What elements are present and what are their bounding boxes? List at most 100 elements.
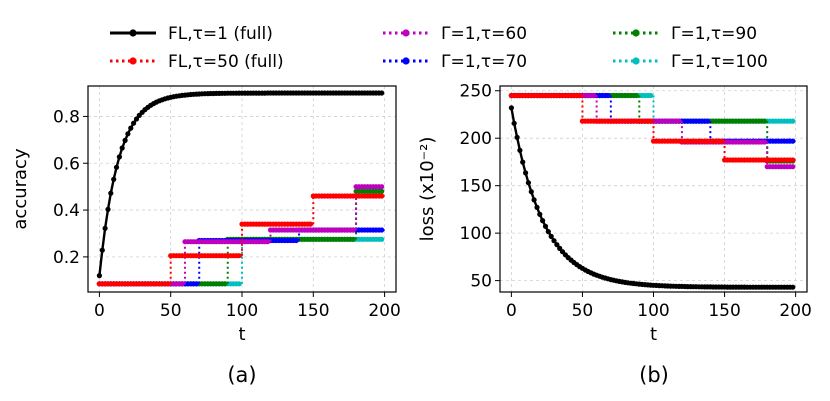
data-point [676,118,682,124]
y-axis-label: loss (x10⁻²) [417,137,438,242]
data-point [379,90,385,96]
data-point [265,239,271,245]
legend-swatch-marker [402,57,410,65]
data-point [193,281,199,287]
data-point [545,229,551,235]
y-axis: 0.2 0.4 0.6 0.8 [53,107,88,268]
y-tick-label: 100 [460,224,492,244]
legend-label: FL,τ=50 (full) [168,52,284,72]
data-point [511,120,517,126]
data-point [537,211,543,217]
data-point [761,118,768,124]
data-point [542,223,549,229]
series-group [96,90,385,287]
legend-entry-1-100: Γ=1,τ=100 [613,52,768,72]
data-point [605,92,611,99]
series-1-100 [96,236,385,287]
data-point [379,193,385,199]
data-point [131,120,137,126]
x-tick-label: 200 [779,301,811,321]
x-axis: 0 50 100 150 200 [506,292,812,321]
data-point [293,237,299,244]
data-point [551,238,557,244]
y-tick-label: 250 [460,82,492,102]
data-point [113,164,120,170]
data-point [761,139,768,145]
data-point [554,242,560,248]
loss-chart: 0 50 100 150 200 50 100 150 200 250 t loss (x10⁻²) (… [417,82,812,387]
data-point [523,170,529,176]
legend-label: FL,τ=1 (full) [168,24,273,44]
x-tick-label: 150 [297,301,329,321]
x-tick-label: 100 [226,301,258,321]
legend-swatch-marker [129,29,137,37]
data-point [128,125,134,131]
grid [500,86,807,292]
data-point [379,227,385,233]
series-fl-50-full [508,92,796,163]
legend-label: Γ=1,τ=60 [441,24,527,44]
series-group [508,92,796,290]
legend-entry-fl-50-full: FL,τ=50 (full) [110,52,284,72]
y-axis: 50 100 150 200 250 [460,82,500,292]
data-point [350,236,356,242]
data-point [790,157,796,163]
x-tick-label: 50 [572,301,594,321]
x-tick-label: 200 [368,301,400,321]
legend-swatch-marker [632,29,640,37]
x-tick-label: 100 [637,301,669,321]
grid [88,86,396,292]
series-fl-1-full [96,90,385,279]
series-fl-1-full [508,105,796,290]
legend-swatch-marker [632,57,640,65]
series-1-60 [96,184,385,287]
data-point [577,92,583,99]
x-axis-label: t [238,324,245,345]
legend-swatch-marker [402,29,410,37]
legend-swatch-marker [129,57,137,65]
panel-caption: (a) [227,363,256,387]
legend: FL,τ=1 (full) FL,τ=50 (full) Γ=1,τ=60 Γ=1,τ… [110,24,768,72]
data-point [111,176,117,182]
legend-label: Γ=1,τ=100 [671,52,768,72]
legend-label: Γ=1,τ=70 [441,52,527,72]
y-tick-label: 0.4 [53,201,80,221]
data-point [222,281,228,287]
panel-caption: (b) [639,363,669,387]
data-point [379,184,385,190]
legend-entry-1-60: Γ=1,τ=60 [383,24,527,44]
y-axis-label: accuracy [10,148,31,230]
x-tick-label: 150 [708,301,740,321]
data-point [704,118,711,124]
x-tick-label: 0 [506,301,517,321]
legend-label: Γ=1,τ=90 [671,24,757,44]
data-point [125,131,131,137]
series-1-90 [508,92,796,164]
data-point [531,197,537,203]
series-fl-50-full [96,193,385,287]
series-line [510,107,793,289]
legend-entry-1-70: Γ=1,τ=70 [383,52,527,72]
data-point [790,118,796,124]
series-1-90 [96,188,385,287]
data-point [236,253,242,259]
y-tick-label: 0.8 [53,107,80,127]
data-point [540,218,546,224]
legend-entry-1-90: Γ=1,τ=90 [613,24,757,44]
data-point [633,92,640,99]
data-point [379,236,385,242]
data-point [648,92,654,99]
data-point [525,180,532,186]
x-tick-label: 0 [94,301,105,321]
data-point [96,273,102,279]
accuracy-chart: 0 50 100 150 200 0.2 0.4 0.6 0.8 t accuracy (a) [10,85,401,387]
y-tick-label: 150 [460,177,492,197]
x-tick-label: 50 [160,301,182,321]
series-1-70 [508,92,796,144]
series-line [98,91,382,276]
data-point [508,105,514,111]
data-point [379,188,385,194]
data-point [116,154,122,160]
data-point [236,281,242,287]
